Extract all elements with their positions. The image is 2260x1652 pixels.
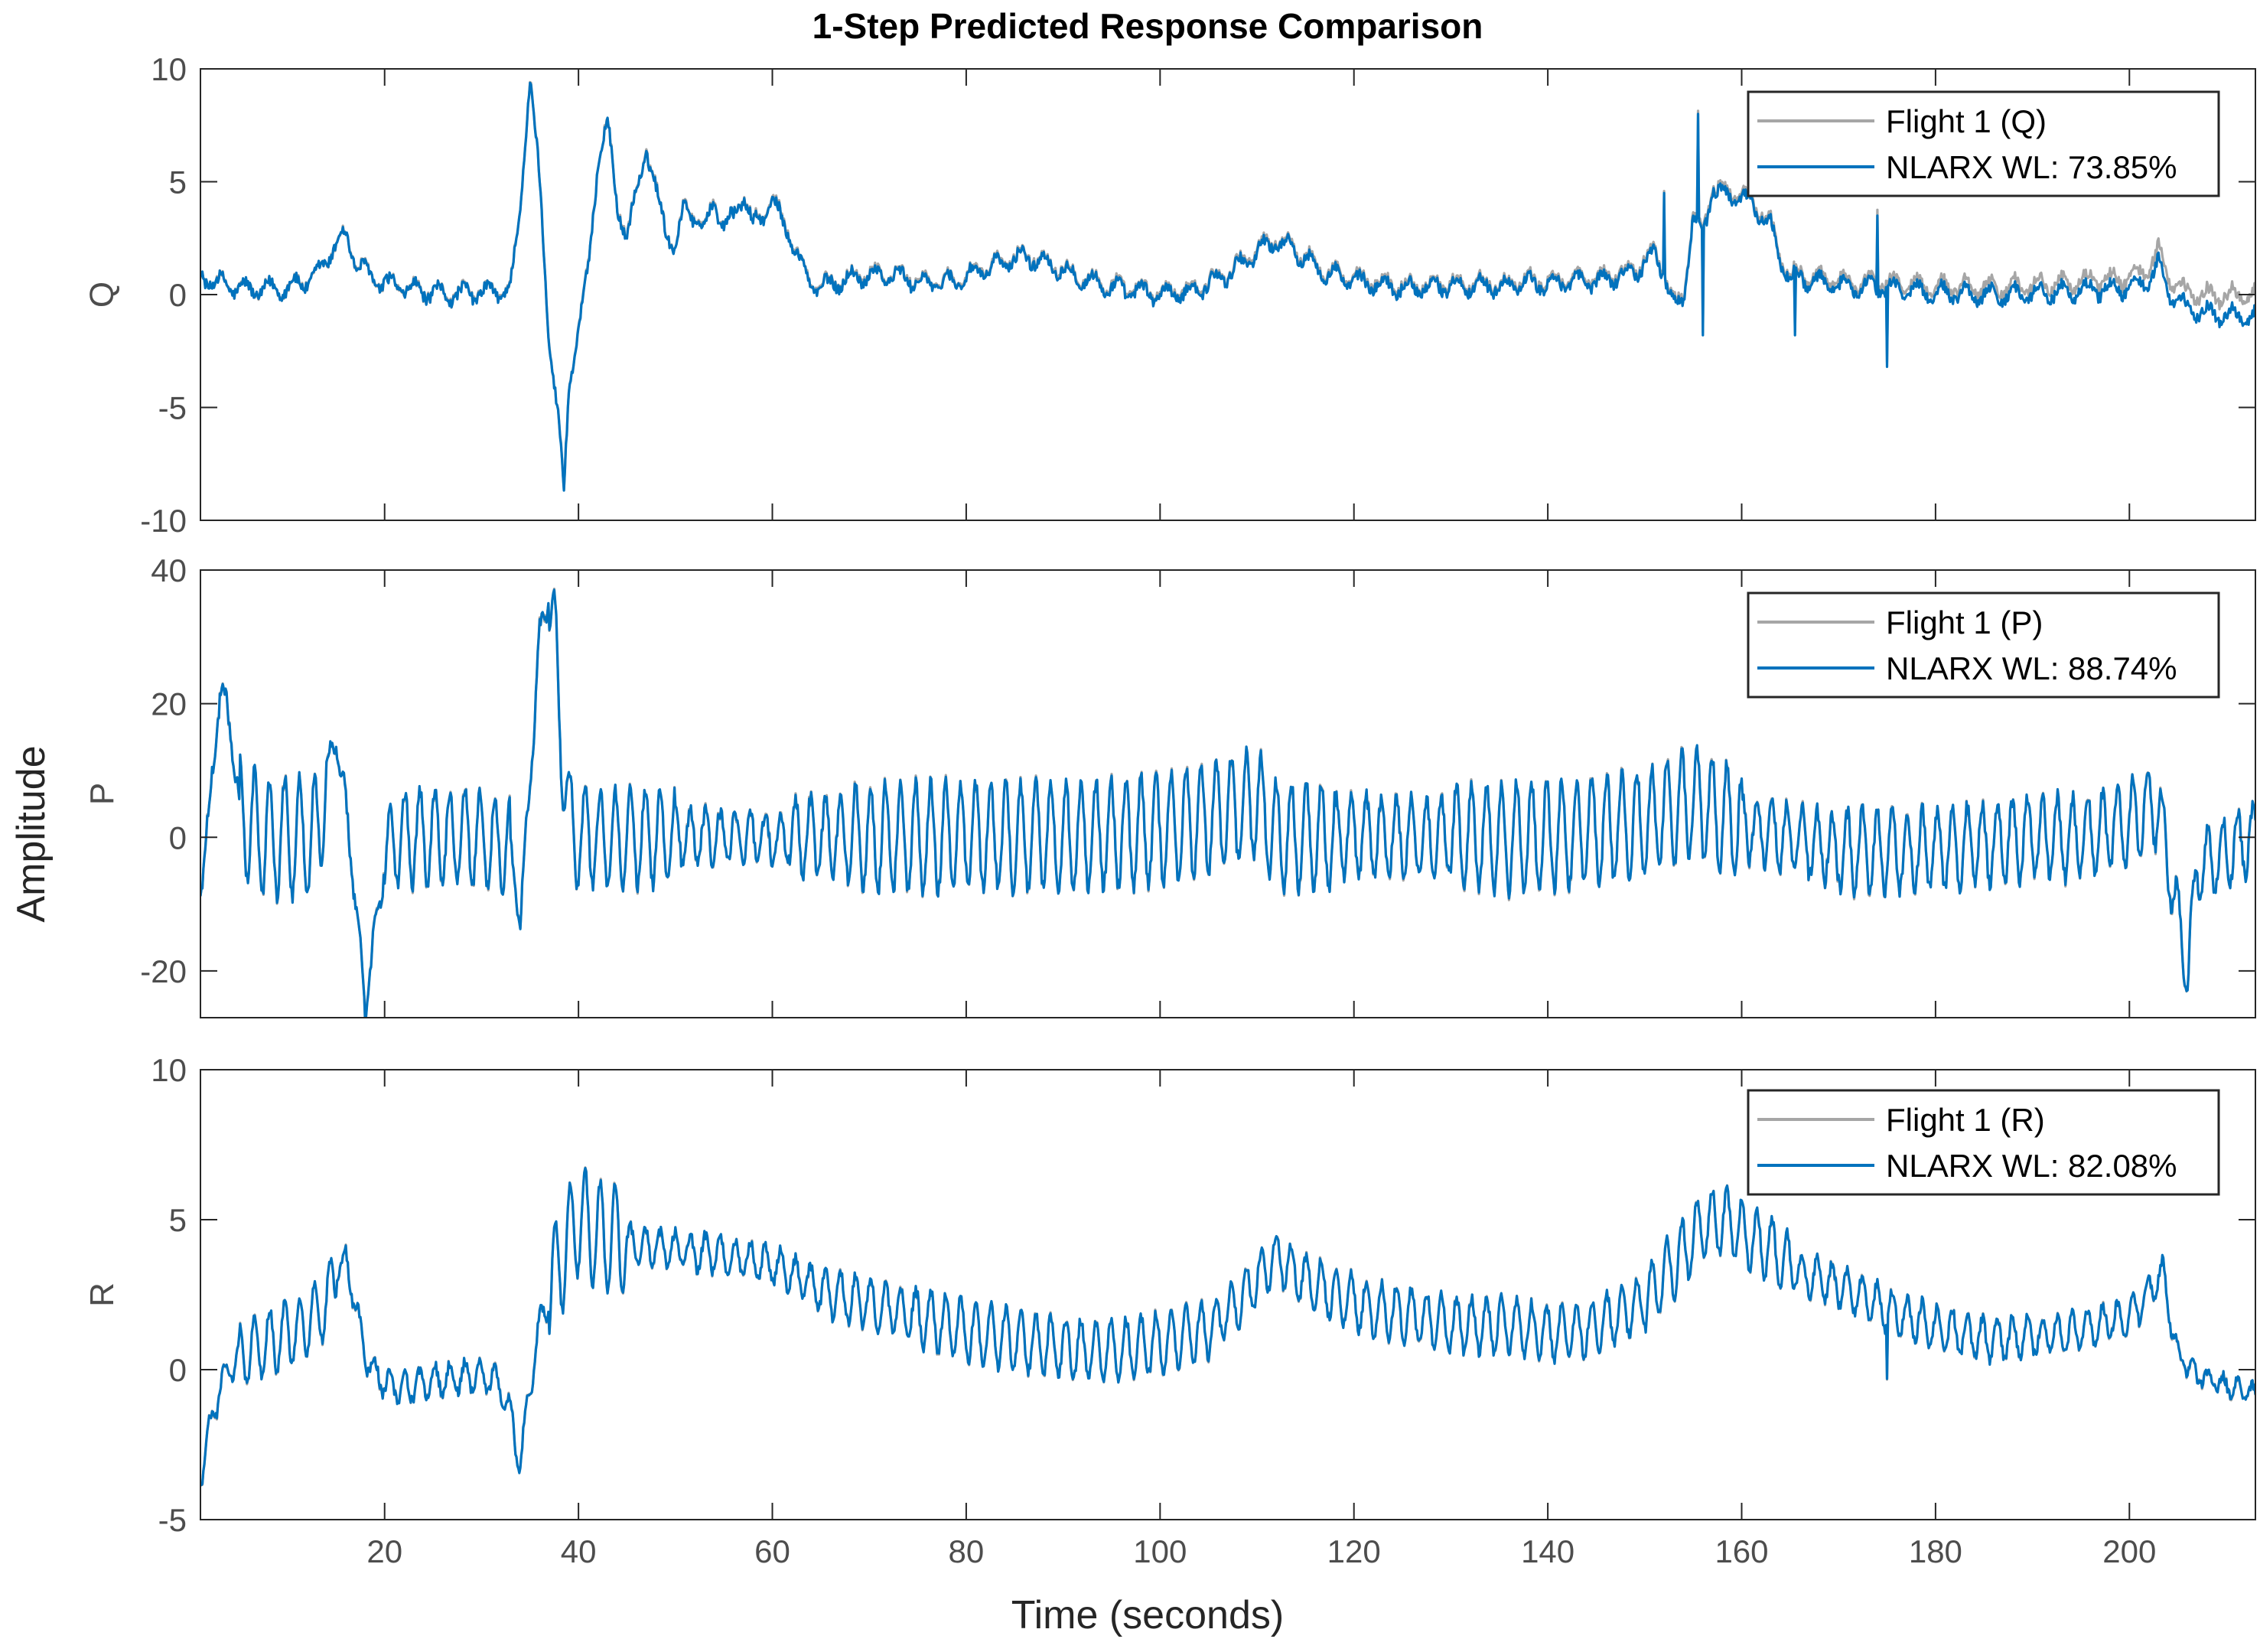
xtick-label: 100 [1133, 1533, 1187, 1569]
q-panel-legend: Flight 1 (Q) NLARX WL: 73.85% [1747, 90, 2220, 197]
p-panel-ytick-label: 40 [151, 552, 187, 588]
subplot-group: -10 -5 0 5 10 Q Flight 1 (Q) NLARX WL: 73.85% -2… [83, 51, 2256, 1569]
p-panel: -20 0 20 40 P Flight 1 (P) NLARX WL: 88.74% [83, 552, 2256, 1018]
xtick-label: 60 [754, 1533, 790, 1569]
r-panel-ytick-label: 10 [151, 1052, 187, 1088]
x-axis-label: Time (seconds) [1011, 1593, 1284, 1637]
r-panel-ytick-label: 0 [169, 1352, 187, 1388]
p-panel-ytick-label: 20 [151, 686, 187, 722]
q-panel-ytick-label: -5 [158, 390, 187, 426]
r-panel-model-line [200, 1167, 2255, 1487]
xtick-label: 200 [2102, 1533, 2156, 1569]
q-panel-legend-model-label: NLARX WL: 73.85% [1886, 149, 2177, 185]
q-panel-series [200, 80, 2255, 492]
q-panel-model-line [200, 81, 2255, 492]
q-panel-ytick-label: 10 [151, 51, 187, 87]
xtick-label: 180 [1909, 1533, 1962, 1569]
r-panel-ylabel: R [83, 1282, 121, 1307]
y-axis-label: Amplitude [9, 745, 54, 922]
q-panel-legend-measured-label: Flight 1 (Q) [1886, 103, 2047, 139]
xtick-label: 160 [1715, 1533, 1768, 1569]
p-panel-ylabel: P [83, 783, 121, 805]
q-panel: -10 -5 0 5 10 Q Flight 1 (Q) NLARX WL: 73.85% [83, 51, 2256, 539]
p-panel-model-line [200, 588, 2255, 1018]
r-panel-measured-line [200, 1166, 2255, 1487]
r-panel-axes-box [200, 1069, 2256, 1520]
xtick-label: 20 [366, 1533, 402, 1569]
p-panel-series [200, 587, 2255, 1018]
p-panel-ytick-label: -20 [140, 953, 187, 989]
r-panel-series [200, 1166, 2255, 1487]
r-panel-legend-box [1747, 1089, 2220, 1196]
r-panel-legend-model-label: NLARX WL: 82.08% [1886, 1148, 2177, 1184]
xtick-label: 120 [1327, 1533, 1381, 1569]
r-panel-ytick-label: 5 [169, 1202, 187, 1238]
xtick-label: 140 [1521, 1533, 1575, 1569]
r-panel-legend: Flight 1 (R) NLARX WL: 82.08% [1747, 1089, 2220, 1196]
p-panel-legend-measured-label: Flight 1 (P) [1886, 604, 2043, 640]
r-panel-ytick-label: -5 [158, 1502, 187, 1538]
p-panel-legend: Flight 1 (P) NLARX WL: 88.74% [1747, 591, 2220, 699]
p-panel-ytick-label: 0 [169, 819, 187, 855]
p-panel-legend-box [1747, 591, 2220, 699]
r-panel-legend-measured-label: Flight 1 (R) [1886, 1102, 2045, 1138]
q-panel-ytick-label: 5 [169, 165, 187, 200]
chart-title: 1-Step Predicted Response Comparison [812, 6, 1483, 46]
q-panel-legend-box [1747, 90, 2220, 197]
xtick-label: 80 [949, 1533, 985, 1569]
q-panel-ytick-label: -10 [140, 503, 187, 539]
p-panel-axes-box [200, 569, 2256, 1018]
p-panel-legend-model-label: NLARX WL: 88.74% [1886, 650, 2177, 686]
q-panel-ylabel: Q [83, 282, 121, 308]
q-panel-ytick-label: 0 [169, 277, 187, 313]
r-panel: -5 0 5 10 R Flight 1 (R) NLARX WL: 82.08% 20 40 6… [83, 1052, 2256, 1569]
xtick-label: 40 [561, 1533, 597, 1569]
